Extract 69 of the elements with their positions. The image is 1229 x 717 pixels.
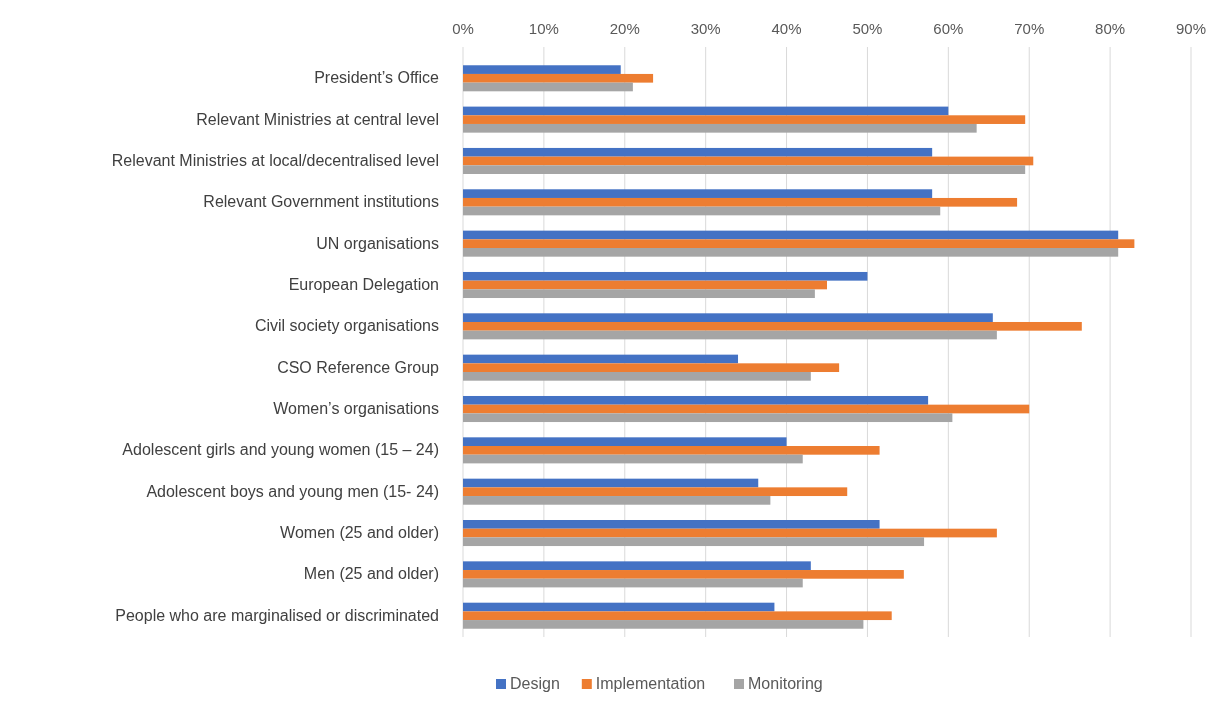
y-tick-label: Relevant Ministries at local/decentralised level <box>111 151 439 169</box>
bar <box>463 620 864 629</box>
bar <box>463 73 654 83</box>
y-tick-label: CSO Reference Group <box>277 358 440 376</box>
x-tick-label: 80% <box>1095 20 1126 37</box>
x-tick-label: 10% <box>528 20 559 37</box>
y-tick-label: Relevant Ministries at central level <box>196 110 439 128</box>
bar <box>463 289 815 299</box>
bar <box>463 206 941 216</box>
bar <box>463 437 787 447</box>
x-tick-label: 30% <box>690 20 721 37</box>
bar <box>463 230 1119 240</box>
y-tick-label: European Delegation <box>288 275 439 293</box>
bar <box>463 528 997 538</box>
bar <box>463 372 811 381</box>
bar <box>463 354 739 364</box>
bar <box>463 313 993 322</box>
x-tick-label: 90% <box>1175 20 1207 37</box>
bar <box>463 578 803 588</box>
bar <box>463 570 904 579</box>
x-tick-label: 50% <box>852 20 883 37</box>
bar <box>463 537 925 547</box>
bar <box>463 271 868 281</box>
bar <box>463 478 759 488</box>
bar <box>463 520 880 529</box>
bar <box>463 82 633 92</box>
y-tick-label: Adolescent boys and young men (15- 24) <box>146 482 439 500</box>
bar <box>463 197 1018 207</box>
x-tick-label: 70% <box>1014 20 1045 37</box>
bar <box>463 239 1135 248</box>
bar <box>463 330 997 340</box>
bar <box>463 321 1082 331</box>
legend-label: Design <box>510 675 560 692</box>
bar <box>463 189 933 198</box>
bar <box>463 280 827 290</box>
bar <box>463 496 771 505</box>
y-tick-label: UN organisations <box>316 234 439 252</box>
legend-label: Monitoring <box>748 675 823 692</box>
bar <box>463 395 929 405</box>
x-tick-label: 40% <box>771 20 802 37</box>
bar <box>463 65 621 74</box>
y-tick-label: People who are marginalised or discriminated <box>115 606 439 624</box>
y-tick-label: Adolescent girls and young women (15 – 24) <box>122 441 439 459</box>
x-tick-label: 0% <box>452 20 474 37</box>
y-tick-label: Relevant Government institutions <box>203 193 439 211</box>
bar <box>463 247 1119 257</box>
y-tick-label: President’s Office <box>314 69 440 87</box>
bar <box>463 123 977 133</box>
bar <box>463 487 848 497</box>
bar <box>463 147 933 157</box>
bar <box>463 561 811 571</box>
bar <box>463 602 775 612</box>
y-tick-label: Civil society organisations <box>254 317 439 335</box>
bar <box>463 454 803 464</box>
bar <box>463 156 1034 166</box>
x-tick-label: 60% <box>933 20 964 37</box>
bar <box>463 404 1030 414</box>
bar <box>463 115 1026 124</box>
bar <box>463 611 892 621</box>
y-tick-label: Men (25 and older) <box>303 565 439 583</box>
bar <box>463 106 949 116</box>
bar <box>463 165 1026 174</box>
x-tick-label: 20% <box>609 20 640 37</box>
bar <box>463 363 840 373</box>
legend-label: Implementation <box>595 675 706 692</box>
bar <box>463 446 880 455</box>
y-tick-label: Women’s organisations <box>273 400 439 418</box>
bar <box>463 413 953 423</box>
y-tick-label: Women (25 and older) <box>280 524 439 542</box>
